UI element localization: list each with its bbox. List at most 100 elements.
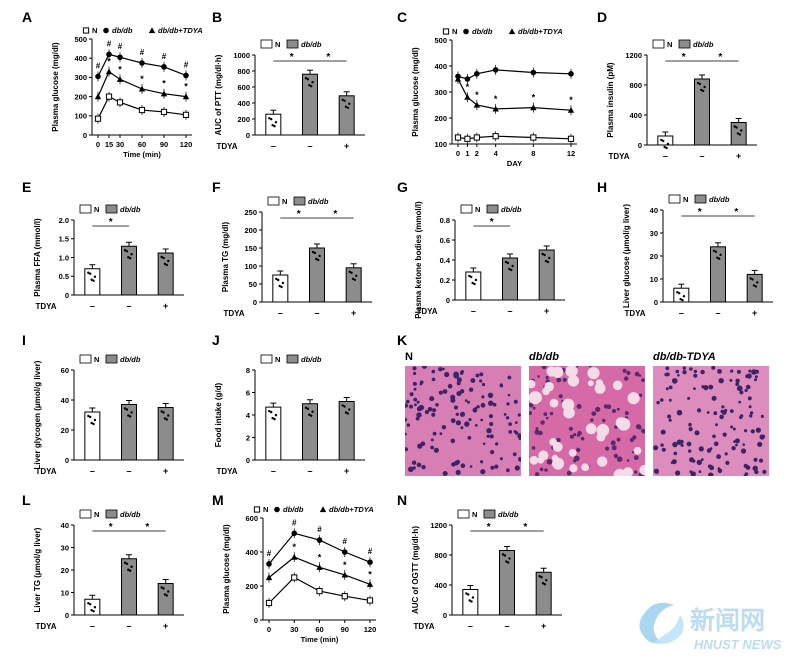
nucleus: [546, 459, 553, 465]
legend-label: db/db: [301, 355, 322, 364]
nucleus: [499, 383, 504, 388]
lipid-droplet: [549, 438, 557, 446]
legend-label: db/db: [693, 40, 714, 49]
tdya-label: TDYA: [216, 467, 237, 476]
nucleus: [612, 409, 616, 413]
data-point: [94, 115, 102, 122]
bar: [272, 274, 289, 303]
panel-letter: H: [597, 179, 607, 195]
tdya-sign: +: [344, 466, 349, 476]
legend-label: N: [667, 40, 672, 49]
nucleus: [467, 435, 472, 440]
data-point: [530, 69, 537, 76]
legend-label: N: [683, 195, 688, 204]
dot: [749, 277, 752, 280]
nucleus: [435, 403, 439, 407]
y-tick-label: 0.6: [440, 236, 450, 245]
data-point: [316, 588, 323, 595]
dot: [306, 407, 310, 410]
nucleus: [595, 406, 601, 412]
x-tick-label: 30: [116, 140, 124, 149]
nucleus: [634, 470, 638, 474]
nucleus: [468, 387, 474, 392]
lipid-droplet: [529, 391, 542, 405]
x-axis-title: DAY: [507, 159, 522, 168]
nucleus: [545, 375, 549, 380]
lipid-droplet: [544, 381, 554, 392]
sig-star: *: [475, 90, 479, 100]
legend-swatch: [293, 196, 306, 206]
bar: [157, 407, 174, 461]
legend-label: N: [94, 510, 99, 519]
dot: [508, 267, 511, 271]
nucleus: [605, 446, 610, 451]
x-tick-label: 90: [341, 625, 349, 634]
nucleus: [682, 370, 687, 375]
y-tick-label: 20: [61, 566, 69, 575]
dot: [92, 279, 95, 282]
nucleus: [633, 455, 639, 460]
nucleus: [416, 412, 422, 418]
nucleus: [558, 394, 563, 399]
nucleus: [518, 437, 521, 440]
legend-swatch: [694, 194, 707, 204]
nucleus: [754, 378, 757, 382]
nucleus: [660, 398, 664, 402]
legend-label: N: [472, 510, 477, 519]
nucleus: [729, 378, 733, 382]
dot: [703, 85, 706, 89]
tdya-sign: –: [126, 621, 131, 631]
nucleus: [514, 465, 520, 471]
lipid-droplet: [633, 446, 642, 455]
nucleus: [660, 429, 666, 435]
nucleus: [690, 471, 696, 476]
nucleus: [487, 392, 494, 398]
nucleus: [430, 438, 434, 442]
y-tick-label: 2.0: [59, 216, 69, 225]
data-point: [341, 593, 348, 600]
nucleus: [624, 376, 629, 381]
dot: [751, 278, 754, 281]
nucleus: [456, 381, 461, 386]
nucleus: [725, 460, 730, 465]
dot: [736, 132, 740, 135]
y-tick-label: 200: [245, 582, 258, 591]
dot: [698, 82, 702, 86]
data-point: [103, 27, 109, 34]
legend-label: N: [94, 355, 99, 364]
legend-label: db/db: [308, 197, 329, 206]
nucleus: [676, 439, 683, 445]
nucleus: [451, 462, 456, 467]
dot: [277, 278, 280, 282]
nucleus: [716, 454, 721, 459]
nucleus: [590, 418, 594, 422]
dot: [702, 89, 705, 93]
nucleus: [677, 374, 680, 377]
lipid-droplet: [617, 417, 631, 431]
data-point: [106, 51, 112, 58]
dot: [348, 102, 351, 106]
data-point: [464, 76, 471, 82]
nucleus: [580, 436, 585, 441]
dot: [93, 606, 97, 609]
dot: [353, 278, 357, 281]
nucleus: [439, 432, 443, 436]
data-point: [148, 27, 156, 34]
nucleus: [697, 408, 702, 413]
panel-E: 0 0.5 1.0 1.5 2.0 Plasma FFA (mmol/l) – – + TDYA *…: [22, 179, 184, 311]
nucleus: [421, 465, 426, 470]
nucleus: [730, 425, 734, 429]
sig-star: *: [297, 209, 301, 220]
sig-star: *: [368, 569, 372, 579]
data-point: [291, 553, 298, 560]
dot: [313, 251, 317, 255]
micrograph-texture: [653, 366, 767, 476]
sig-star: *: [292, 542, 296, 552]
data-point: [319, 506, 327, 513]
data-point: [95, 73, 101, 80]
legend-label: db/db+TDYA: [518, 27, 563, 36]
nucleus: [610, 440, 616, 446]
nucleus: [698, 470, 702, 473]
y-tick-label: 40: [61, 396, 69, 405]
lipid-droplet: [623, 467, 633, 476]
